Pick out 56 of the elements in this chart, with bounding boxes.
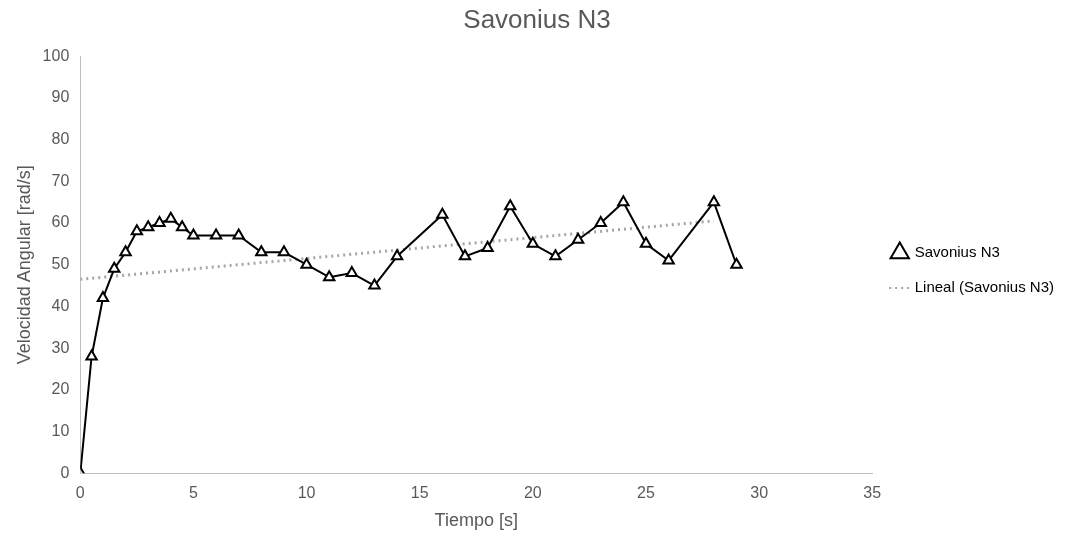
point [108,261,121,273]
point [481,241,494,253]
y-tick-label: 0 [60,463,70,481]
x-tick-label: 5 [188,484,198,502]
x-tick-label: 15 [410,484,429,502]
point [119,245,132,257]
point [187,228,200,240]
point [368,278,381,290]
point [175,220,189,232]
point [209,228,223,240]
point [458,249,472,261]
x-axis-title: Tiempo [s] [434,510,518,531]
y-tick-label: 20 [51,380,70,398]
point [153,216,166,227]
y-tick-label: 80 [51,130,70,148]
point [526,236,540,248]
x-tick-label: 25 [637,484,655,502]
point [323,270,336,282]
x-tick-label: 20 [523,484,542,502]
point [130,224,144,236]
point [141,220,155,232]
x-tick-label: 30 [750,484,769,502]
point [164,211,177,223]
x-tick-label: 10 [297,484,316,502]
point [730,257,743,269]
point [549,249,562,261]
point [571,232,585,244]
x-tick-label: 0 [75,484,85,502]
point [255,245,268,257]
point [436,207,449,219]
point [594,216,607,227]
y-axis-title: Velocidad Angular [rad/s] [13,165,34,365]
point [85,349,98,361]
y-tick-label: 30 [51,338,70,356]
chart-title: Savonius N3 [463,3,611,34]
point [390,249,404,261]
y-tick-label: 10 [51,421,70,439]
y-tick-label: 90 [51,88,70,106]
point [639,236,653,248]
y-tick-label: 100 [42,46,70,64]
y-tick-label: 60 [51,213,70,231]
point [96,291,110,303]
point [345,266,359,278]
x-tick-label: 35 [863,484,882,502]
point [277,245,291,257]
y-tick-label: 50 [51,255,70,273]
point [662,253,675,265]
point [504,199,517,211]
y-tick-label: 70 [51,171,70,189]
point [617,195,630,207]
point [707,195,721,207]
point [232,228,245,240]
y-tick-label: 40 [51,296,70,314]
legend-label: Lineal (Savonius N3) [914,278,1055,296]
legend-label: Savonius N3 [914,243,1000,261]
point [300,257,313,269]
